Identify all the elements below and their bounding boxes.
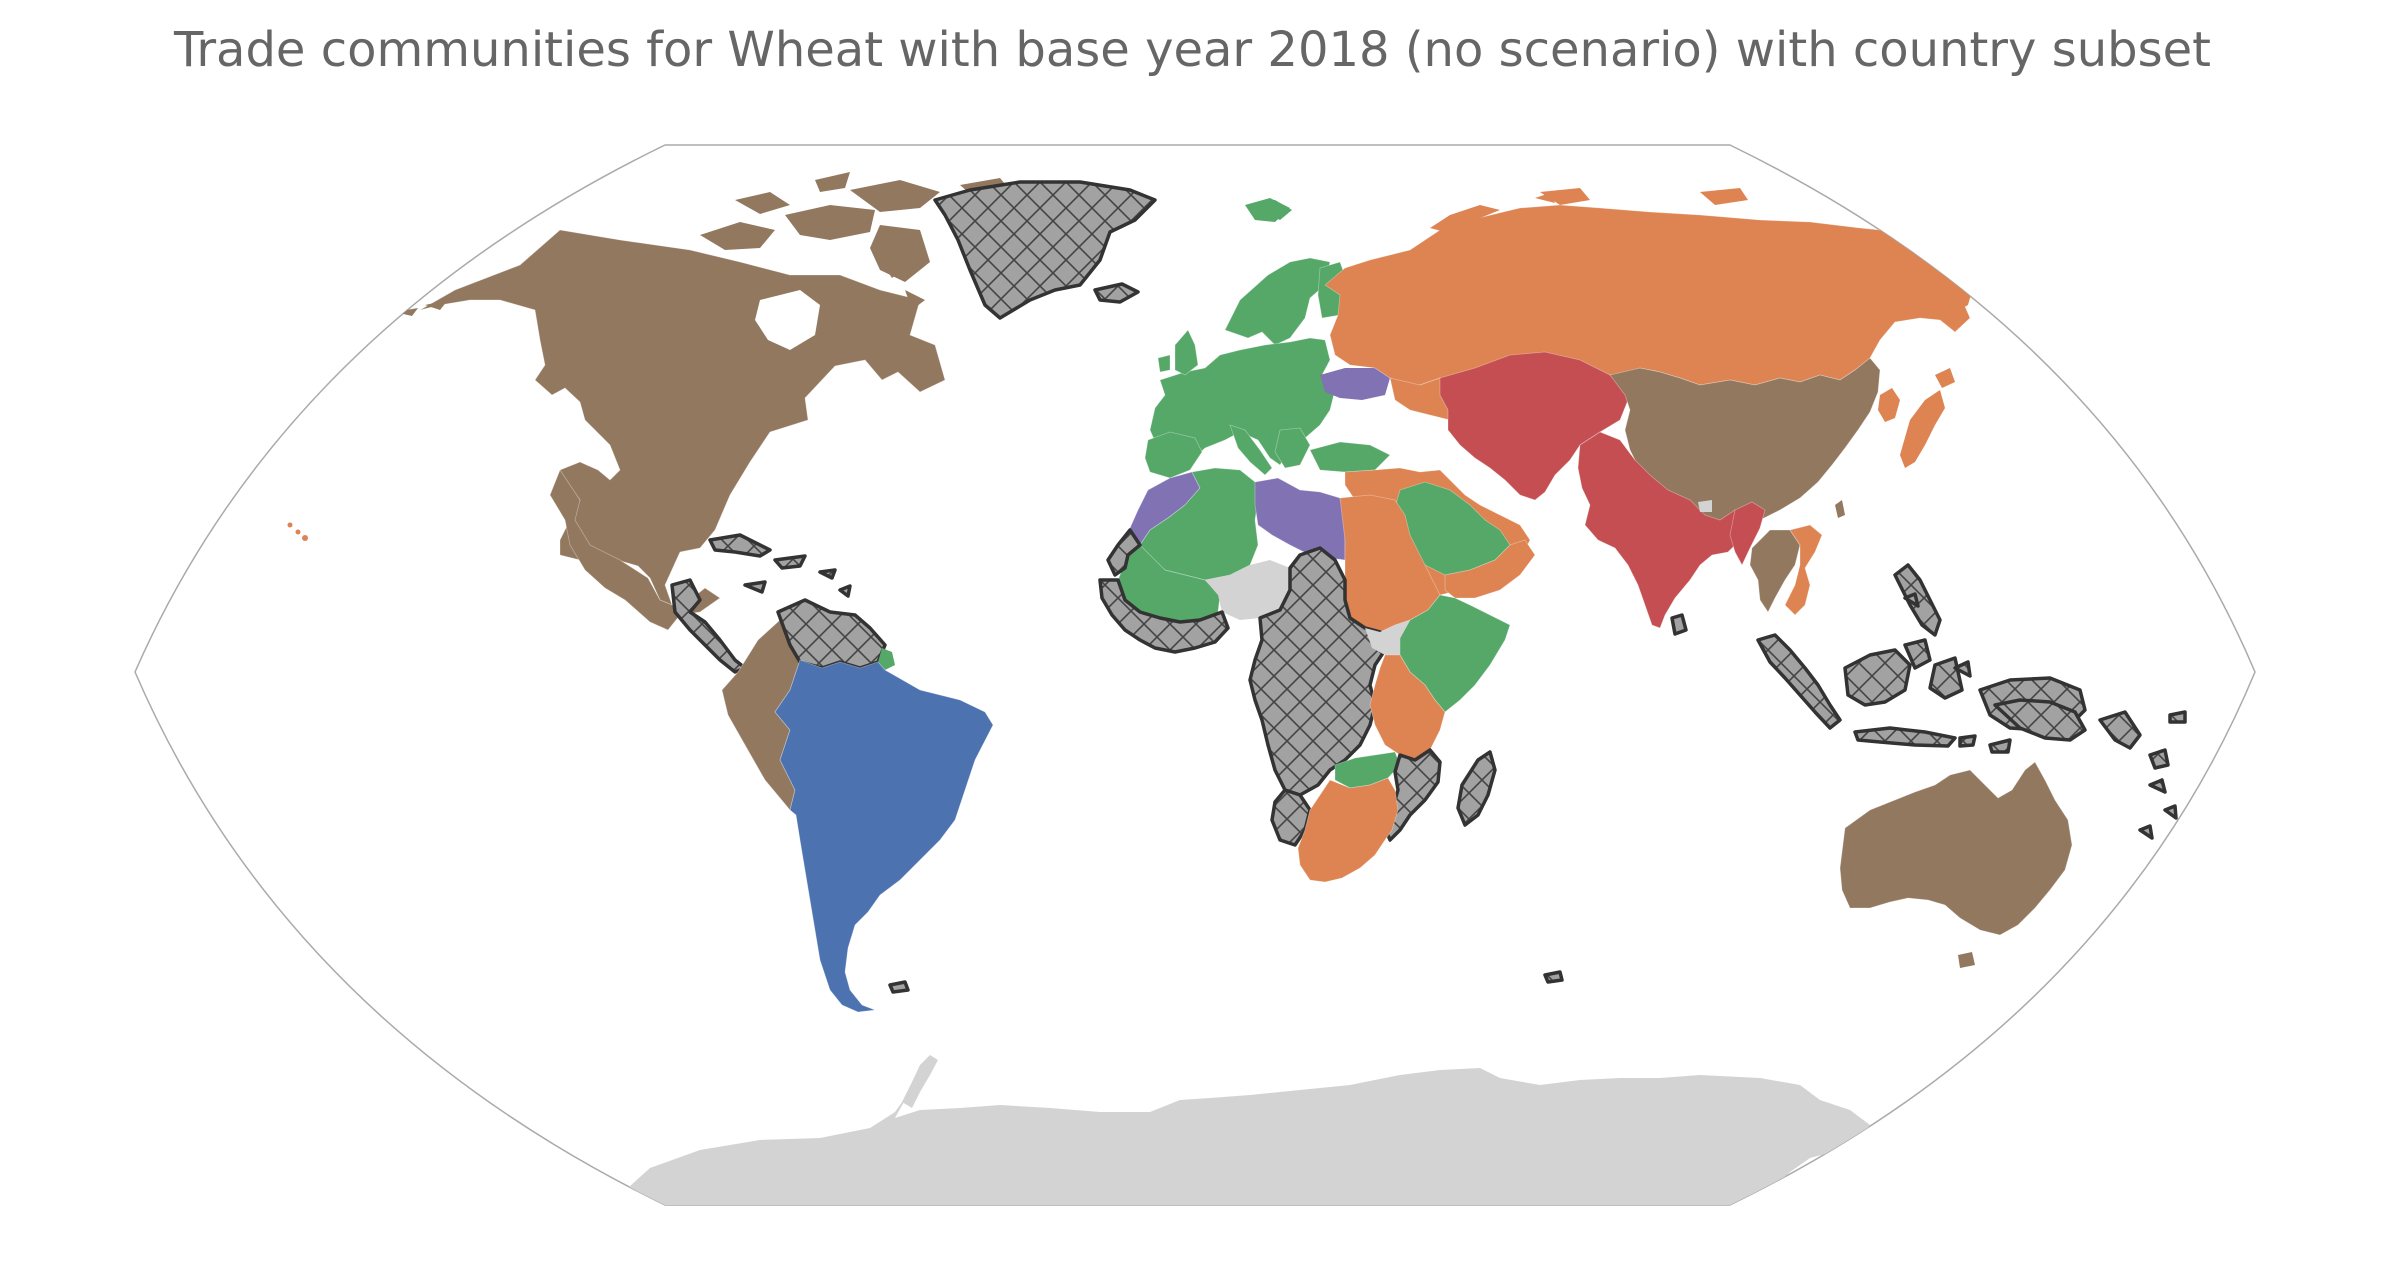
region-central-africa-excluded-2	[1270, 788, 1312, 847]
region-japan	[1900, 390, 1945, 468]
region-west-africa-excluded-2	[1106, 528, 1142, 577]
region-tasmania	[1958, 952, 1975, 968]
region-falklands-excluded	[888, 980, 910, 994]
region-libya	[1254, 477, 1346, 561]
region-iceland-excluded	[1093, 282, 1140, 304]
region-south-america-south	[774, 659, 994, 1013]
region-central-asia	[1439, 351, 1631, 501]
region-ukraine	[1320, 368, 1390, 400]
region-antarctica-nodata	[620, 1058, 1870, 1205]
region-thailand-laos	[1749, 529, 1801, 613]
region-mozambique-excluded	[1383, 748, 1442, 842]
region-horn-of-africa	[1399, 594, 1511, 713]
region-bangladesh-nodata	[1698, 500, 1712, 512]
region-madagascar-excluded	[1456, 750, 1497, 827]
region-oman-yemen	[1444, 539, 1536, 599]
region-north-america	[395, 172, 1010, 631]
region-southern-africa	[1297, 777, 1399, 883]
region-australia	[1839, 761, 2073, 936]
region-india	[1577, 431, 1746, 629]
region-maritime-se-asia-excluded	[1756, 563, 2187, 770]
region-new-guinea-excluded	[1993, 698, 2087, 742]
region-alaska-islet	[458, 232, 482, 252]
map-title: Trade communities for Wheat with base ye…	[174, 22, 2211, 78]
region-south-georgia-excluded	[1543, 970, 1564, 984]
region-japan-hokkaido	[1935, 368, 1955, 388]
region-sahel-nodata	[1205, 560, 1290, 620]
region-taiwan	[1835, 500, 1845, 518]
region-guiana-green	[878, 648, 895, 670]
region-korea	[1878, 388, 1900, 422]
region-new-zealand-south	[2048, 952, 2115, 1000]
region-vietnam	[1784, 524, 1823, 616]
region-hawaii	[287, 522, 308, 541]
region-antarctic-peninsula	[902, 1055, 938, 1108]
region-greenland-excluded	[933, 180, 1157, 320]
region-pacific-east-bit	[2223, 793, 2247, 808]
region-russia	[1324, 204, 1976, 393]
region-west-africa-excluded	[1098, 578, 1230, 654]
region-sudan-nodata	[1365, 620, 1410, 655]
region-pacific-dot	[155, 797, 161, 803]
region-myanmar	[1729, 501, 1766, 566]
region-sri-lanka-excluded	[1670, 613, 1688, 636]
region-new-zealand	[2115, 920, 2130, 955]
region-central-america-excluded	[670, 533, 852, 674]
